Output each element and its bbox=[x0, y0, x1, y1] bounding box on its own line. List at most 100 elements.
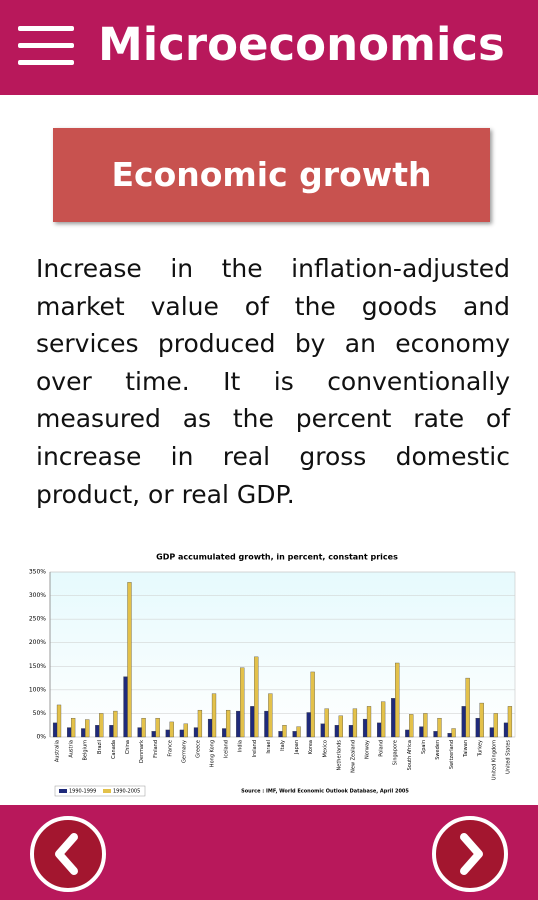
x-tick-label: India bbox=[238, 740, 244, 752]
x-tick-label: Ireland bbox=[252, 740, 258, 757]
x-tick-label: Korea bbox=[308, 740, 314, 754]
x-tick-label: Israel bbox=[266, 740, 272, 754]
bar bbox=[282, 725, 287, 738]
bar bbox=[324, 708, 329, 738]
bar bbox=[465, 677, 470, 738]
bar bbox=[250, 706, 255, 738]
bar bbox=[437, 717, 442, 738]
menu-button[interactable] bbox=[18, 26, 74, 66]
bar bbox=[507, 706, 513, 738]
x-tick-label: France bbox=[167, 740, 173, 757]
y-tick-label: 50% bbox=[33, 710, 47, 717]
bar bbox=[451, 728, 456, 738]
bar bbox=[70, 717, 76, 738]
bar bbox=[493, 713, 498, 738]
x-tick-label: Norway bbox=[365, 740, 371, 759]
bar bbox=[278, 731, 283, 738]
bar bbox=[409, 714, 414, 738]
x-tick-label: United Kingdom bbox=[491, 740, 497, 780]
x-tick-label: Turkey bbox=[477, 740, 483, 757]
bar bbox=[320, 723, 325, 738]
bar bbox=[52, 722, 58, 738]
y-tick-label: 150% bbox=[29, 663, 46, 670]
prev-button[interactable] bbox=[29, 815, 107, 893]
x-tick-label: Belgium bbox=[83, 740, 89, 761]
legend-label: 1990-2005 bbox=[113, 789, 140, 795]
x-tick-label: New Zealand bbox=[350, 740, 356, 773]
bar bbox=[113, 710, 118, 738]
legend-box bbox=[54, 785, 146, 797]
bar bbox=[179, 729, 185, 738]
next-button[interactable] bbox=[431, 815, 509, 893]
bar bbox=[377, 722, 382, 738]
bar bbox=[268, 693, 273, 738]
bar bbox=[67, 727, 72, 738]
bar bbox=[123, 676, 128, 738]
bar bbox=[56, 704, 62, 738]
bar bbox=[461, 706, 466, 738]
legend-label: 1990-1999 bbox=[69, 789, 96, 795]
bar bbox=[395, 662, 400, 738]
bar bbox=[479, 702, 484, 738]
bar bbox=[95, 725, 100, 738]
bar bbox=[193, 727, 199, 738]
bar bbox=[151, 731, 156, 738]
y-tick-label: 250% bbox=[29, 616, 46, 623]
bar bbox=[366, 706, 372, 738]
chart: GDP accumulated growth, in percent, cons… bbox=[29, 553, 516, 797]
bar bbox=[362, 718, 368, 738]
chart-title: GDP accumulated growth, in percent, cons… bbox=[156, 553, 398, 562]
x-tick-label: Italy bbox=[280, 740, 286, 751]
bar bbox=[169, 721, 174, 738]
y-tick-label: 300% bbox=[29, 592, 46, 599]
bar bbox=[211, 693, 217, 738]
bar bbox=[296, 726, 301, 738]
x-tick-label: Japan bbox=[294, 740, 300, 755]
bar bbox=[240, 667, 245, 738]
x-tick-label: Taiwan bbox=[463, 740, 469, 758]
x-tick-label: United States bbox=[505, 740, 511, 774]
x-tick-label: Canada bbox=[111, 740, 117, 759]
app-title: Microeconomics bbox=[98, 18, 505, 71]
bar bbox=[306, 712, 311, 738]
bar bbox=[165, 729, 170, 738]
x-tick-label: China bbox=[125, 740, 131, 754]
legend-swatch bbox=[103, 789, 111, 793]
x-tick-label: Singapore bbox=[393, 740, 399, 765]
x-tick-label: Switzerland bbox=[449, 740, 455, 769]
y-tick-label: 100% bbox=[29, 686, 46, 693]
y-tick-label: 0% bbox=[36, 734, 46, 741]
bar bbox=[183, 723, 188, 738]
bar bbox=[85, 719, 90, 738]
bar bbox=[380, 701, 386, 738]
bar bbox=[207, 718, 213, 738]
x-tick-label: South Africa bbox=[407, 740, 413, 770]
bar bbox=[391, 698, 396, 738]
bar bbox=[155, 717, 160, 738]
description: Increase in the inflation-adjusted marke… bbox=[36, 254, 510, 509]
bar bbox=[338, 715, 343, 738]
bar bbox=[254, 656, 259, 738]
bar bbox=[225, 709, 231, 738]
bar bbox=[81, 728, 86, 738]
x-tick-label: Hong Kong bbox=[210, 740, 216, 767]
x-tick-label: Brazil bbox=[97, 740, 103, 754]
bar bbox=[489, 727, 495, 738]
bar bbox=[109, 725, 114, 738]
bar bbox=[137, 727, 142, 738]
bar bbox=[433, 731, 438, 738]
bar bbox=[99, 713, 104, 738]
chart-source: Source : IMF, World Economic Outlook Dat… bbox=[241, 789, 409, 795]
x-tick-label: Netherlands bbox=[336, 740, 342, 771]
bar bbox=[197, 709, 203, 738]
bar bbox=[236, 710, 241, 738]
legend-swatch bbox=[59, 789, 67, 793]
bar bbox=[503, 722, 509, 738]
x-tick-label: Germany bbox=[181, 740, 187, 763]
x-tick-label: Mexico bbox=[322, 740, 328, 757]
bar bbox=[141, 717, 146, 738]
x-tick-label: Poland bbox=[379, 740, 385, 757]
x-tick-label: Iceland bbox=[224, 740, 230, 758]
bar bbox=[292, 731, 297, 738]
